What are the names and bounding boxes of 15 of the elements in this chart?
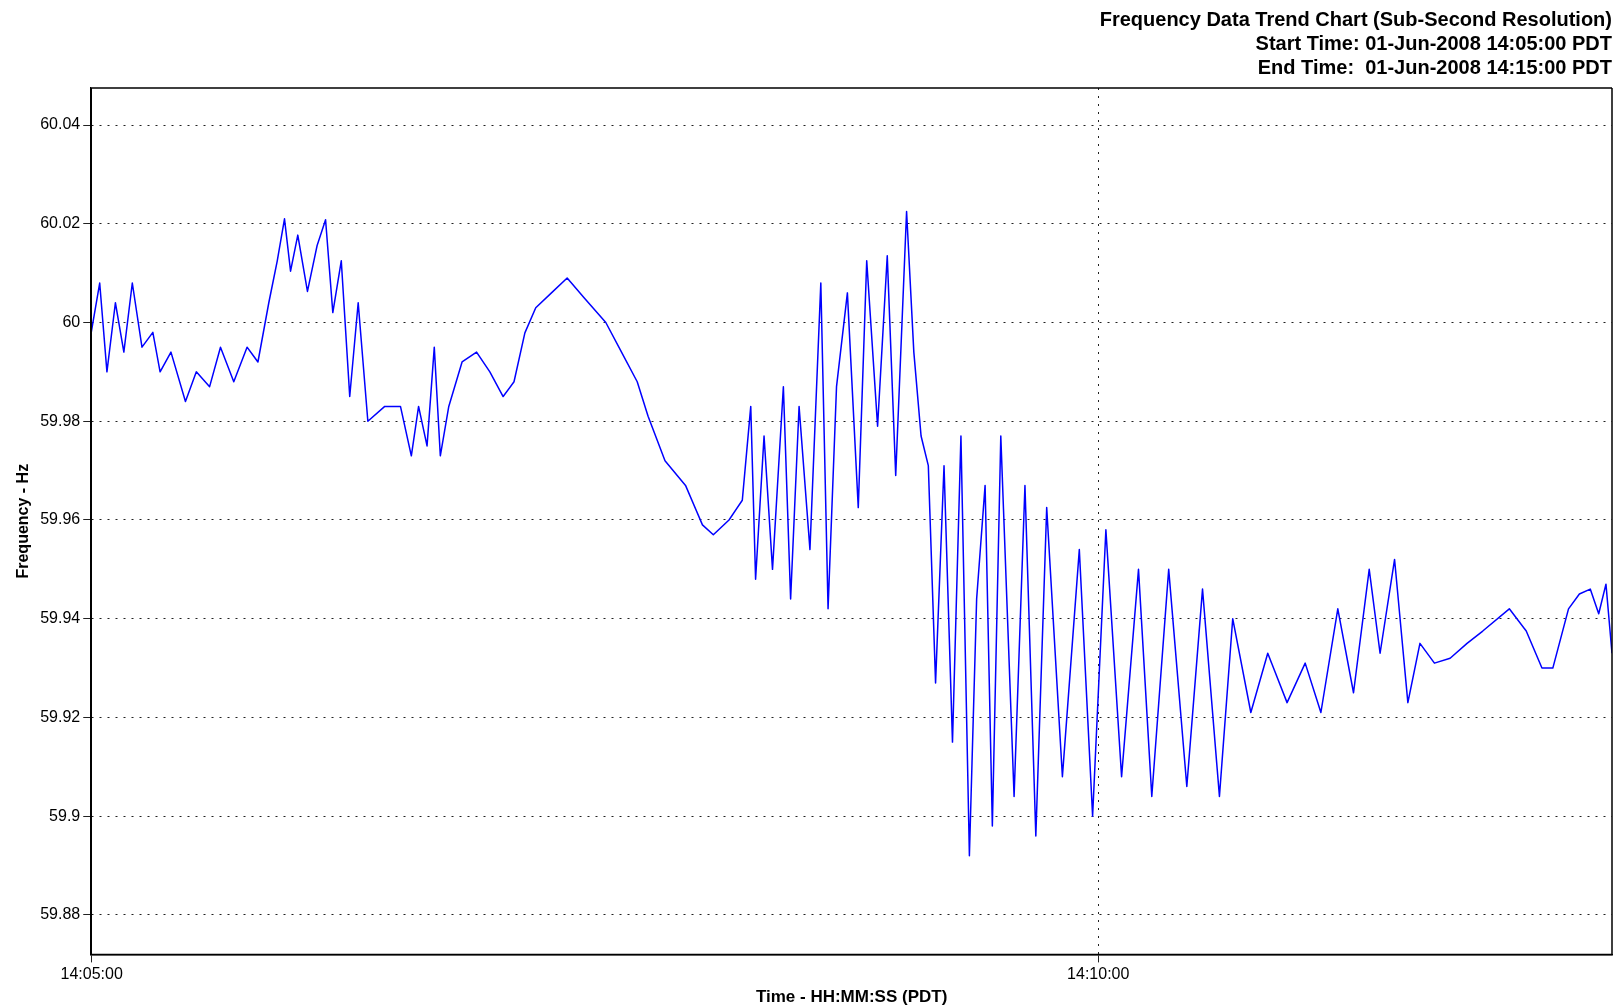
y-tick-label: 60 bbox=[62, 312, 81, 330]
y-tick-label: 59.94 bbox=[40, 609, 81, 627]
y-tick-label: 60.02 bbox=[40, 214, 81, 232]
y-tick-label: 60.04 bbox=[40, 115, 81, 133]
chart-subtitle: Start Time: 01-Jun-2008 14:05:00 PDT End Time: 01-Jun-2008 14:15:00 PDT bbox=[1255, 31, 1612, 78]
chart-title: Frequency Data Trend Chart (Sub-Second Resolution) bbox=[1099, 7, 1612, 30]
x-tick-label: 14:05:00 bbox=[60, 965, 123, 983]
y-tick-label: 59.96 bbox=[40, 510, 81, 528]
x-axis-title: Time - HH:MM:SS (PDT) bbox=[755, 987, 948, 1007]
y-tick-label: 59.88 bbox=[40, 905, 81, 923]
y-tick-label: 59.98 bbox=[40, 411, 81, 429]
y-tick-label: 59.9 bbox=[49, 806, 81, 824]
y-axis-title: Frequency - Hz bbox=[14, 463, 32, 579]
y-tick-label: 59.92 bbox=[40, 707, 81, 725]
x-tick-label: 14:10:00 bbox=[1067, 965, 1130, 983]
